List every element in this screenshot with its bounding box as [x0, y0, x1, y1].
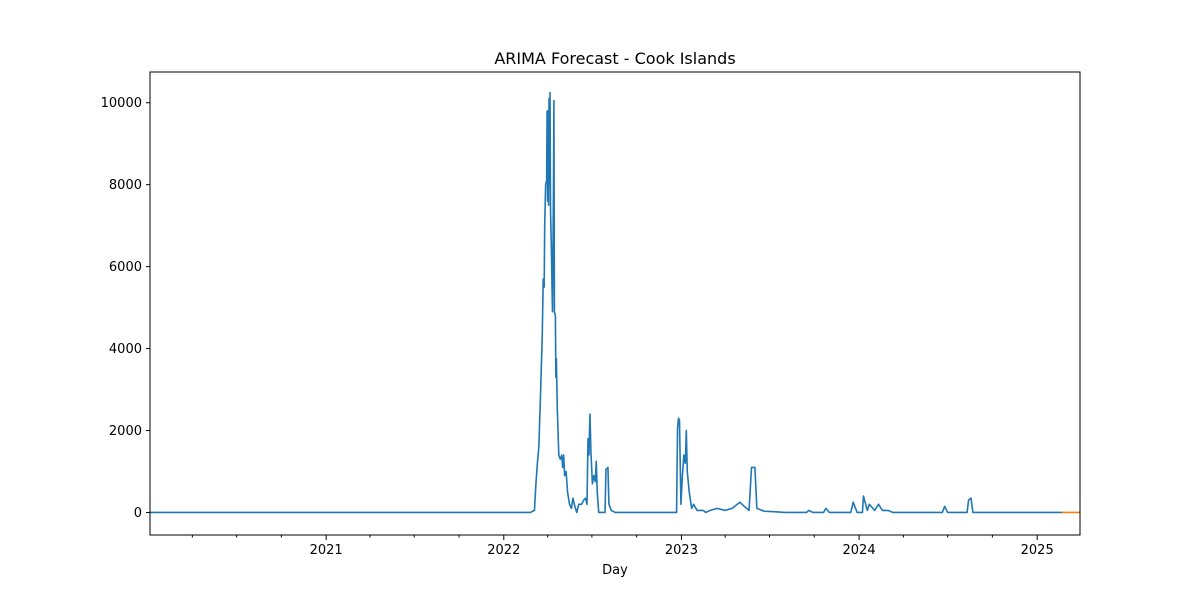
x-tick-label: 2021	[310, 543, 343, 558]
y-tick-label: 0	[134, 506, 142, 521]
y-tick-label: 4000	[109, 342, 142, 357]
series-line-history	[150, 91, 1062, 514]
y-tick-label: 8000	[109, 178, 142, 193]
y-tick-label: 6000	[109, 260, 142, 275]
y-axis: 0 2000 4000 6000 8000 10000	[101, 96, 150, 521]
x-tick-label: 2025	[1021, 543, 1054, 558]
plot-area	[149, 71, 1081, 536]
y-tick-label: 10000	[101, 96, 142, 111]
x-tick-label: 2023	[665, 543, 698, 558]
x-tick-label: 2022	[487, 543, 520, 558]
x-tick-label: 2024	[843, 543, 876, 558]
x-axis: 2021 2022 2023 2024 2025	[191, 535, 1054, 558]
x-axis-label: Day	[602, 563, 628, 578]
axes-frame	[149, 71, 1081, 536]
chart-title: ARIMA Forecast - Cook Islands	[494, 49, 735, 68]
y-tick-label: 2000	[109, 424, 142, 439]
